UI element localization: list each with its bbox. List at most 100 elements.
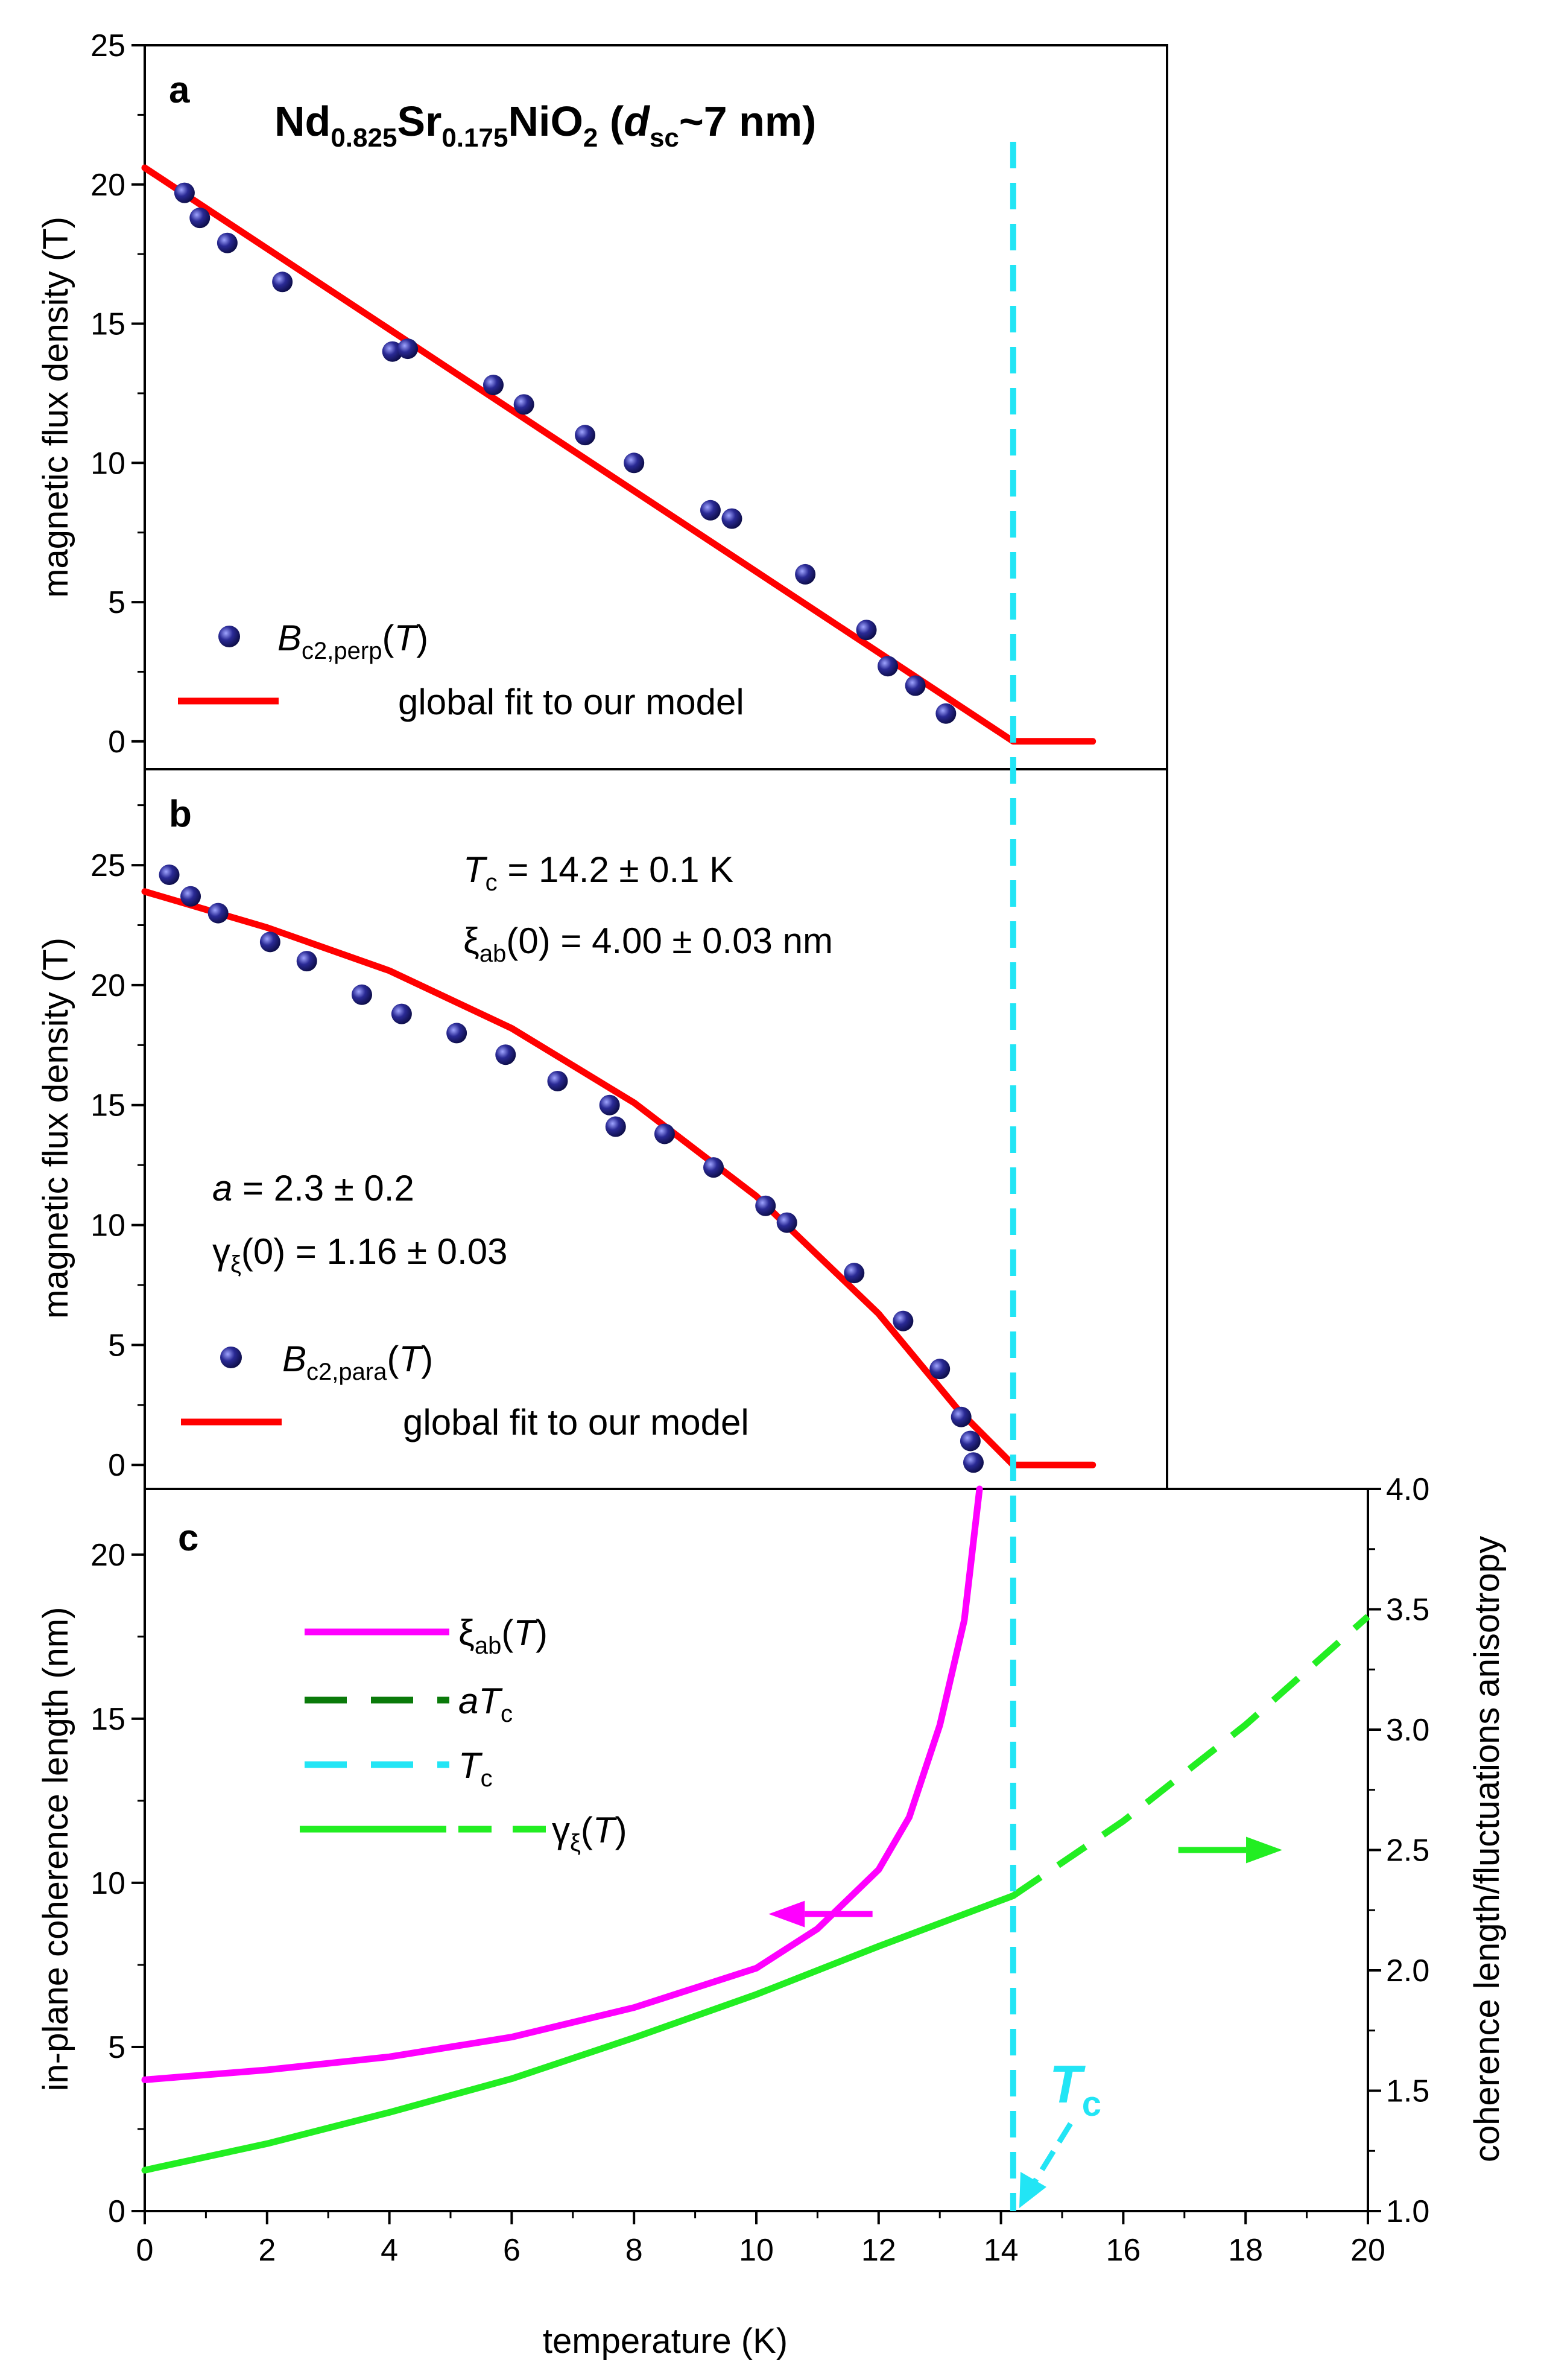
data-point-b — [495, 1044, 516, 1065]
data-point-b — [654, 1123, 675, 1144]
annotation-gamma: γξ(0) = 1.16 ± 0.03 — [212, 1231, 507, 1278]
data-point-b — [844, 1263, 865, 1284]
data-point-b — [960, 1430, 981, 1452]
xtick-label: 0 — [136, 2233, 154, 2268]
ytick-label: 5 — [108, 2030, 125, 2065]
ytick-label: 0 — [108, 1448, 125, 1483]
xtick-label: 2 — [258, 2233, 276, 2268]
xtick-label: 18 — [1228, 2233, 1263, 2268]
legend-c-at-label: aTc — [458, 1681, 513, 1727]
data-point-a — [878, 656, 899, 677]
ytick-label: 10 — [90, 1208, 125, 1243]
data-point-a — [189, 208, 210, 229]
data-point-b — [893, 1310, 914, 1331]
data-point-a — [624, 452, 645, 474]
tc-callout-arrow-head — [1019, 2172, 1046, 2208]
gamma-xi-curve-dashed — [1011, 1614, 1370, 1899]
data-point-a — [217, 232, 238, 253]
legend-c-xi-label: ξab(T) — [458, 1613, 548, 1659]
ylabel-b: magnetic flux density (T) — [36, 938, 75, 1319]
data-point-b — [296, 951, 317, 972]
fit-line-b — [141, 888, 1096, 1468]
data-point-b — [207, 903, 229, 924]
ytick-label: 20 — [90, 1538, 125, 1573]
data-point-a — [905, 675, 926, 696]
ytick-label: 25 — [90, 848, 125, 883]
ytick-label: 10 — [90, 1866, 125, 1901]
data-point-a — [483, 375, 504, 396]
ytick-right-label: 4.0 — [1386, 1472, 1429, 1507]
data-point-b — [963, 1452, 984, 1473]
legend-a-entry-2: global fit to our model — [398, 682, 744, 722]
ytick-label: 25 — [90, 28, 125, 63]
ylabel-c-left: in-plane coherence length (nm) — [36, 1607, 75, 2092]
legend-b-entry-2: global fit to our model — [403, 1402, 749, 1442]
panel-label-b: b — [169, 793, 192, 835]
legend-a-marker — [218, 626, 240, 647]
legend-b-entry-1: Bc2,para(T) — [282, 1339, 433, 1385]
axis-arrow-right-head — [1246, 1836, 1283, 1864]
data-point-b — [951, 1406, 972, 1427]
data-point-b — [703, 1157, 724, 1178]
ytick-right-label: 3.5 — [1386, 1593, 1429, 1628]
xlabel: temperature (K) — [543, 2321, 788, 2361]
ytick-right-label: 3.0 — [1386, 1713, 1429, 1748]
ytick-label: 0 — [108, 725, 125, 760]
ytick-label: 10 — [90, 446, 125, 481]
data-point-b — [929, 1359, 951, 1380]
xi-ab-curve — [141, 1485, 983, 2083]
legend-c-gamma-label: γξ(T) — [552, 1810, 627, 1856]
ylabel-c-right: coherence length/fluctuations anisotropy — [1467, 1536, 1507, 2162]
data-point-a — [700, 500, 721, 521]
ytick-right-label: 2.5 — [1386, 1833, 1429, 1868]
data-point-b — [391, 1003, 412, 1024]
xtick-label: 8 — [625, 2233, 643, 2268]
ytick-label: 15 — [90, 1702, 125, 1737]
ytick-label: 5 — [108, 585, 125, 620]
data-point-a — [795, 563, 816, 585]
data-point-a — [174, 182, 195, 203]
data-point-a — [513, 394, 534, 415]
ytick-label: 0 — [108, 2194, 125, 2229]
xtick-label: 16 — [1106, 2233, 1141, 2268]
xtick-label: 12 — [861, 2233, 896, 2268]
ytick-label: 20 — [90, 168, 125, 203]
annotation-xi: ξab(0) = 4.00 ± 0.03 nm — [463, 921, 833, 967]
panel-label-a: a — [169, 69, 190, 111]
data-point-a — [856, 620, 877, 641]
data-point-a — [935, 703, 957, 724]
annotation-tc: Tc = 14.2 ± 0.1 K — [463, 849, 733, 896]
data-point-a — [397, 338, 419, 360]
data-point-b — [180, 886, 201, 907]
data-point-b — [259, 931, 280, 953]
ytick-right-label: 2.0 — [1386, 1953, 1429, 1988]
ytick-right-label: 1.0 — [1386, 2194, 1429, 2229]
legend-c-tc-label: Tc — [458, 1745, 493, 1792]
xtick-label: 4 — [381, 2233, 398, 2268]
ytick-right-label: 1.5 — [1386, 2074, 1429, 2109]
data-point-a — [721, 508, 742, 529]
data-point-b — [547, 1070, 568, 1091]
data-point-b — [351, 984, 372, 1005]
annotation-a: a = 2.3 ± 0.2 — [212, 1168, 414, 1208]
data-point-a — [272, 271, 293, 293]
chart-title: Nd0.825Sr0.175NiO2 (dsc~7 nm) — [274, 98, 816, 153]
data-point-b — [446, 1023, 467, 1044]
data-point-b — [159, 864, 180, 885]
xtick-label: 14 — [984, 2233, 1019, 2268]
ylabel-a: magnetic flux density (T) — [36, 217, 75, 598]
data-point-a — [575, 425, 596, 446]
axis-arrow-left-head — [768, 1900, 805, 1928]
legend-b-marker — [220, 1347, 242, 1368]
tc-callout-label: Tc — [1049, 2054, 1101, 2124]
ytick-label: 15 — [90, 1088, 125, 1123]
data-point-b — [755, 1195, 776, 1216]
xtick-label: 6 — [503, 2233, 521, 2268]
data-point-b — [776, 1212, 797, 1233]
xtick-label: 20 — [1350, 2233, 1385, 2268]
xtick-label: 10 — [739, 2233, 774, 2268]
tc-callout-arrow-shaft — [1030, 2122, 1073, 2187]
gamma-xi-curve-solid — [141, 1892, 1017, 2174]
panel-label-c: c — [178, 1517, 198, 1559]
